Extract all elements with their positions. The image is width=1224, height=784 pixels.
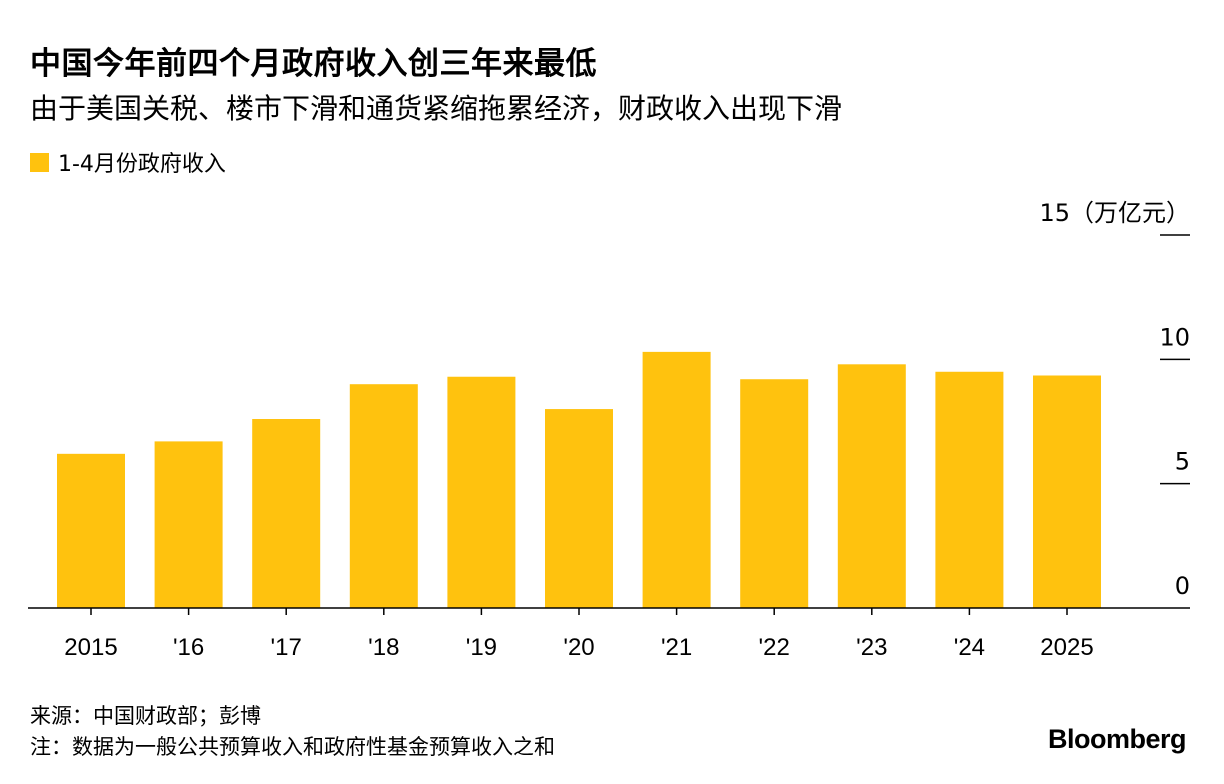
x-tick-label: 2025 <box>1040 634 1093 661</box>
x-tick-label: '22 <box>759 634 790 661</box>
source-note: 来源：中国财政部；彭博 <box>30 704 261 728</box>
bar-2 <box>252 419 321 608</box>
y-tick-label: 0 <box>1175 572 1190 600</box>
chart-title: 中国今年前四个月政府收入创三年来最低 <box>30 46 597 82</box>
y-tick-label: 15（万亿元） <box>1039 199 1190 227</box>
bar-5 <box>545 409 613 608</box>
bar-chart: 0 5 10 15（万亿元） 2015 '16 '17 '18 '19 '20 '21 '22 '23… <box>28 199 1190 661</box>
y-axis: 0 5 10 15（万亿元） <box>1039 199 1190 600</box>
x-tick-label: '17 <box>271 634 302 661</box>
bar-3 <box>349 384 418 608</box>
x-tick-label: 2015 <box>64 634 117 661</box>
x-axis: 2015 '16 '17 '18 '19 '20 '21 '22 '23 '24 2025 <box>64 608 1094 661</box>
y-tick-label: 5 <box>1175 448 1190 476</box>
x-tick-label: '19 <box>466 634 497 661</box>
bar-1 <box>154 441 223 608</box>
y-tick-label: 10 <box>1159 323 1190 351</box>
bar-10 <box>1033 375 1101 608</box>
chart-subtitle: 由于美国关税、楼市下滑和通货紧缩拖累经济，财政收入出现下滑 <box>30 92 843 125</box>
bar-7 <box>740 379 809 608</box>
bar-4 <box>447 376 516 608</box>
bars-group <box>57 351 1101 608</box>
bloomberg-logo: Bloomberg <box>1047 724 1187 754</box>
x-tick-label: '16 <box>173 634 204 661</box>
footnote: 注：数据为一般公共预算收入和政府性基金预算收入之和 <box>30 735 555 759</box>
bar-9 <box>935 371 1004 608</box>
bar-6 <box>642 351 711 608</box>
legend: 1-4月份政府收入 <box>30 148 226 177</box>
x-tick-label: '23 <box>856 634 887 661</box>
x-tick-label: '24 <box>954 634 985 661</box>
x-tick-label: '20 <box>563 634 594 661</box>
bar-0 <box>57 453 125 608</box>
legend-swatch <box>30 152 49 172</box>
legend-label: 1-4月份政府收入 <box>58 152 226 177</box>
x-tick-label: '18 <box>368 634 399 661</box>
bar-8 <box>837 364 906 608</box>
x-tick-label: '21 <box>661 634 692 661</box>
